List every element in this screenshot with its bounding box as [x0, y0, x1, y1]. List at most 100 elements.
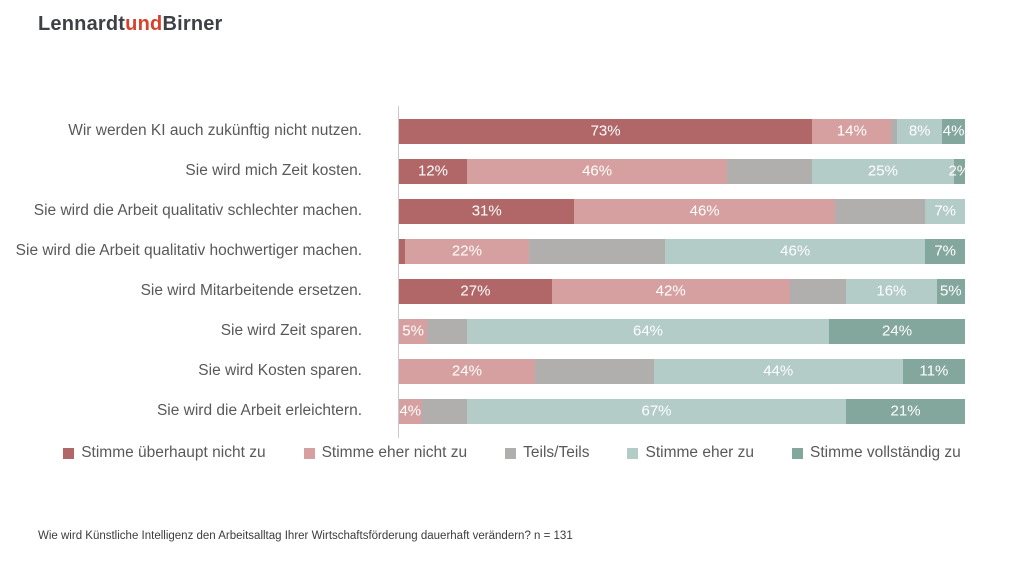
- value-label: 46%: [780, 242, 811, 260]
- value-label: 4%: [942, 122, 965, 140]
- axis-line: [398, 106, 399, 438]
- legend-label: Stimme eher zu: [645, 444, 755, 461]
- stacked-bar: 27% 42% 16% 5%: [399, 278, 965, 304]
- bar-segment: 8%: [897, 118, 943, 144]
- bar-segment: 42%: [551, 278, 790, 304]
- legend-label: Stimme überhaupt nicht zu: [81, 444, 266, 461]
- chart-row: Sie wird Kosten sparen. 24% 44% 11%: [0, 351, 1024, 391]
- bar-segment: 5%: [399, 318, 428, 344]
- chart-row: Sie wird die Arbeit erleichtern. 4% 67% 21%: [0, 391, 1024, 431]
- value-label: 4%: [399, 402, 422, 420]
- bar-segment: [834, 198, 926, 224]
- stacked-bar: 31% 46% 7%: [399, 198, 965, 224]
- legend-swatch-icon: [63, 447, 75, 459]
- bar-segment: 44%: [653, 358, 903, 384]
- bar-segment: 4%: [942, 118, 965, 144]
- value-label: 21%: [890, 402, 921, 420]
- stacked-bar: 22% 46% 7%: [399, 238, 965, 264]
- brand-logo: LennardtundBirner: [38, 13, 223, 36]
- legend-swatch-icon: [627, 447, 639, 459]
- stacked-bar-chart: Wir werden KI auch zukünftig nicht nutze…: [0, 106, 1024, 438]
- category-label: Sie wird Mitarbeitende ersetzen.: [140, 282, 362, 299]
- bar-segment: 4%: [399, 398, 422, 424]
- value-label: 67%: [641, 402, 672, 420]
- stacked-bar: 5% 64% 24%: [399, 318, 965, 344]
- chart-row: Sie wird Mitarbeitende ersetzen. 27% 42% 16…: [0, 271, 1024, 311]
- value-label: 42%: [655, 282, 686, 300]
- bar-segment: [891, 118, 898, 144]
- legend-swatch-icon: [505, 447, 517, 459]
- legend-item: Teils/Teils: [505, 444, 589, 462]
- bar-segment: [427, 318, 467, 344]
- bar-segment: [399, 238, 405, 264]
- chart-row: Sie wird Zeit sparen. 5% 64% 24%: [0, 311, 1024, 351]
- legend-item: Stimme überhaupt nicht zu: [63, 444, 266, 462]
- stacked-bar: 24% 44% 11%: [399, 358, 965, 384]
- bar-segment: 12%: [399, 158, 467, 184]
- bar-segment: 27%: [399, 278, 552, 304]
- value-label: 8%: [908, 122, 931, 140]
- value-label: 46%: [689, 202, 720, 220]
- legend-item: Stimme eher nicht zu: [303, 444, 468, 462]
- logo-part-und: und: [125, 13, 163, 35]
- value-label: 24%: [451, 362, 482, 380]
- logo-part-birner: Birner: [162, 13, 223, 35]
- bar-segment: 14%: [812, 118, 892, 144]
- value-label: 73%: [590, 122, 621, 140]
- category-label: Sie wird Kosten sparen.: [198, 362, 362, 379]
- value-label: 7%: [934, 202, 956, 220]
- bar-segment: [421, 398, 467, 424]
- bar-segment: 7%: [925, 198, 965, 224]
- value-label: 31%: [471, 202, 502, 220]
- bar-segment: 67%: [466, 398, 847, 424]
- value-label: 11%: [919, 362, 949, 380]
- bar-segment: 7%: [925, 238, 965, 264]
- bar-segment: 31%: [399, 198, 575, 224]
- survey-question-note: Wie wird Künstliche Intelligenz den Arbe…: [38, 530, 573, 542]
- legend-item: Stimme vollständig zu: [792, 444, 961, 462]
- bar-segment: [789, 278, 847, 304]
- value-label: 25%: [867, 162, 898, 180]
- bar-segment: 2%: [948, 158, 970, 184]
- bar-segment: [534, 358, 654, 384]
- category-label: Sie wird die Arbeit qualitativ hochwerti…: [15, 242, 362, 259]
- value-label: 2%: [948, 162, 971, 180]
- bar-segment: 21%: [846, 398, 965, 424]
- legend-label: Stimme eher nicht zu: [321, 444, 468, 461]
- bar-segment: 64%: [466, 318, 830, 344]
- legend-label: Stimme vollständig zu: [810, 444, 961, 461]
- bar-segment: 24%: [399, 358, 535, 384]
- logo-part-lennardt: Lennardt: [38, 13, 126, 35]
- chart-row: Sie wird die Arbeit qualitativ hochwerti…: [0, 231, 1024, 271]
- category-label: Sie wird mich Zeit kosten.: [185, 162, 362, 179]
- value-label: 12%: [417, 162, 448, 180]
- bar-segment: [727, 158, 813, 184]
- legend-swatch-icon: [792, 447, 804, 459]
- value-label: 22%: [451, 242, 482, 260]
- bar-segment: 5%: [936, 278, 965, 304]
- bar-segment: [529, 238, 665, 264]
- value-label: 5%: [939, 282, 962, 300]
- chart-row: Sie wird die Arbeit qualitativ schlechte…: [0, 191, 1024, 231]
- category-label: Sie wird die Arbeit qualitativ schlechte…: [33, 202, 362, 219]
- bar-segment: 46%: [574, 198, 835, 224]
- chart-row: Sie wird mich Zeit kosten. 12% 46% 25% 2%: [0, 151, 1024, 191]
- value-label: 16%: [876, 282, 907, 300]
- value-label: 24%: [882, 322, 913, 340]
- bar-segment: 16%: [846, 278, 937, 304]
- bar-segment: 22%: [404, 238, 530, 264]
- category-label: Wir werden KI auch zukünftig nicht nutze…: [68, 122, 362, 139]
- legend-label: Teils/Teils: [523, 444, 590, 461]
- bar-segment: 46%: [665, 238, 926, 264]
- stacked-bar: 73% 14% 8% 4%: [399, 118, 965, 144]
- bar-segment: 46%: [466, 158, 728, 184]
- value-label: 46%: [582, 162, 613, 180]
- value-label: 27%: [460, 282, 491, 300]
- chart-legend: Stimme überhaupt nicht zu Stimme eher nic…: [0, 444, 1024, 462]
- bar-segment: 73%: [399, 118, 813, 144]
- value-label: 44%: [763, 362, 794, 380]
- category-label: Sie wird die Arbeit erleichtern.: [156, 402, 362, 419]
- chart-row: Wir werden KI auch zukünftig nicht nutze…: [0, 111, 1024, 151]
- stacked-bar: 4% 67% 21%: [399, 398, 965, 424]
